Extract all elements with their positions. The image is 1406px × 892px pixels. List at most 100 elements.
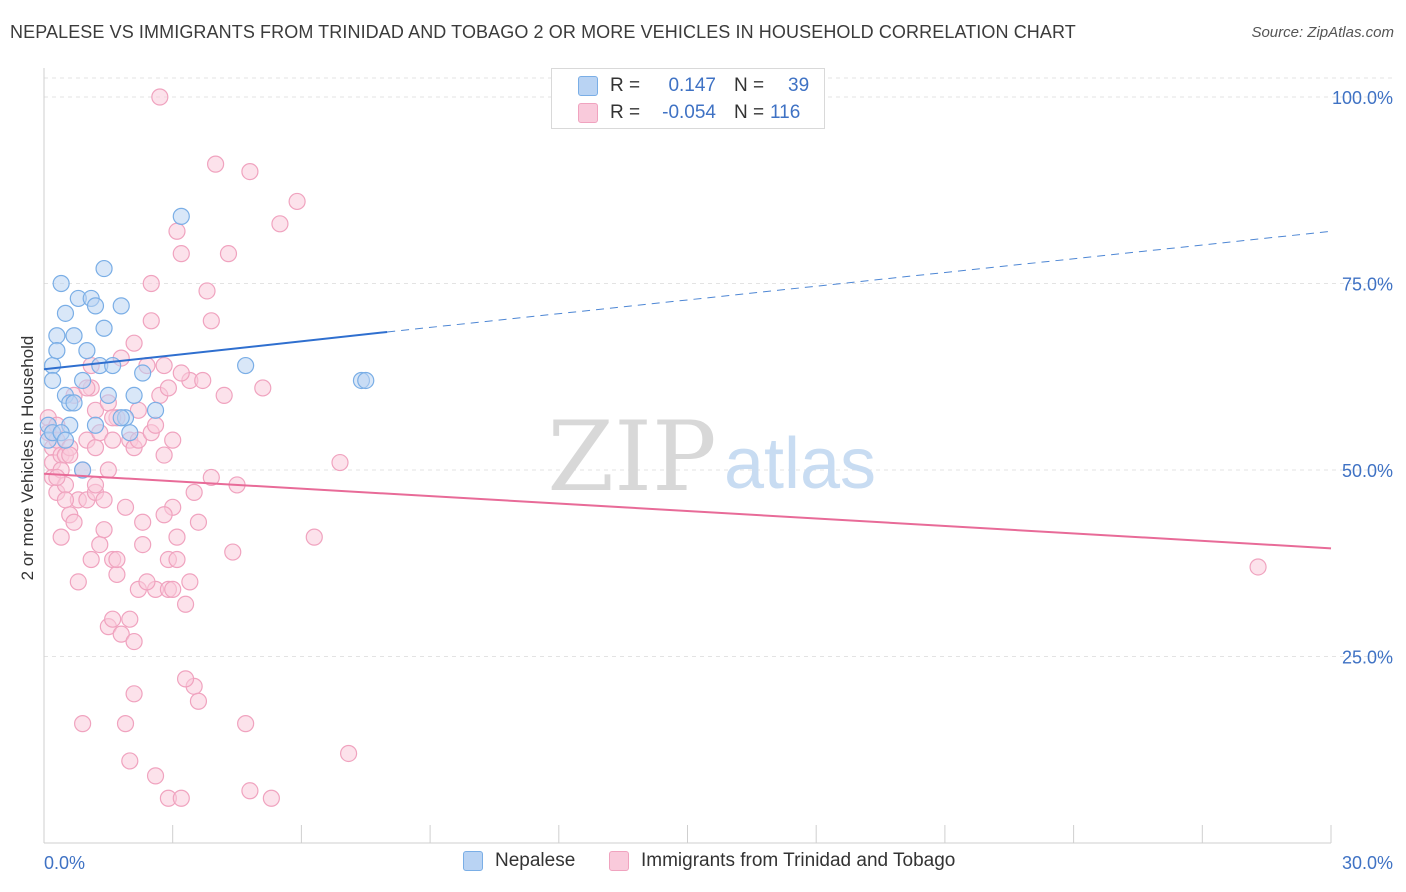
x-tick-label: 0.0% [44, 853, 85, 873]
stats-n-value: 116 [770, 102, 801, 123]
stats-r-value: -0.054 [662, 102, 716, 123]
legend-item-nepalese[interactable]: Nepalese [463, 850, 575, 872]
point-nepalese [52, 274, 70, 293]
point-trinidad [164, 580, 182, 598]
trend-line-nepalese [43, 330, 388, 371]
point-nepalese [56, 304, 75, 322]
point-trinidad [104, 431, 122, 449]
point-trinidad [134, 535, 152, 554]
point-trinidad [125, 685, 143, 703]
point-trinidad [151, 88, 169, 106]
trend-line-trinidad [43, 472, 1332, 550]
point-trinidad [224, 543, 242, 561]
point-trinidad [241, 163, 259, 181]
point-trinidad [1249, 558, 1267, 576]
point-trinidad [138, 573, 156, 591]
point-nepalese [112, 297, 130, 315]
point-trinidad [121, 752, 139, 770]
point-trinidad [271, 215, 289, 233]
point-nepalese [125, 386, 143, 404]
point-trinidad [155, 356, 173, 375]
stats-n-value: 39 [788, 75, 810, 96]
point-trinidad [176, 670, 195, 688]
point-trinidad [219, 245, 238, 263]
y-tick-label: 25.0% [1342, 648, 1393, 668]
point-trinidad [237, 715, 255, 733]
trend-lines [43, 230, 1332, 550]
point-nepalese [146, 401, 165, 419]
point-trinidad [172, 364, 190, 382]
point-trinidad [86, 476, 105, 494]
point-nepalese [74, 371, 92, 390]
point-nepalese [56, 431, 75, 449]
point-trinidad [134, 513, 152, 531]
chart-title: NEPALESE VS IMMIGRANTS FROM TRINIDAD AND… [10, 22, 1076, 42]
point-trinidad [241, 782, 259, 800]
stats-swatch-trinidad [578, 103, 598, 123]
point-nepalese [95, 259, 113, 278]
trend-line-nepalese-extension [387, 230, 1332, 333]
point-trinidad [155, 446, 173, 464]
point-trinidad [121, 610, 139, 628]
point-trinidad [254, 379, 272, 397]
point-trinidad [82, 550, 100, 569]
x-tick-label: 30.0% [1342, 853, 1393, 873]
point-trinidad [52, 528, 70, 546]
stats-r-label: R = [610, 102, 641, 123]
point-nepalese [99, 386, 117, 404]
point-trinidad [168, 528, 186, 546]
y-axis-label: 2 or more Vehicles in Household [18, 336, 37, 581]
point-nepalese [74, 461, 92, 479]
point-nepalese [112, 409, 130, 427]
point-trinidad [155, 506, 173, 524]
watermark-zip: ZIP [547, 401, 716, 513]
point-trinidad [86, 439, 105, 457]
point-trinidad [125, 632, 143, 651]
stats-n-label: N = [734, 75, 765, 96]
point-nepalese [104, 356, 122, 375]
point-nepalese [43, 356, 62, 375]
point-nepalese [65, 327, 83, 345]
point-trinidad [125, 334, 143, 352]
point-trinidad [142, 312, 160, 330]
legend-label-nepalese: Nepalese [495, 850, 576, 871]
correlation-stats-box: R = 0.147 N = 39 R = -0.054 N = 116 [551, 68, 825, 129]
point-trinidad [112, 625, 130, 643]
point-trinidad [331, 453, 349, 472]
point-trinidad [159, 379, 178, 397]
point-trinidad [262, 789, 280, 807]
y-tick-label: 50.0% [1342, 461, 1393, 481]
point-trinidad [172, 245, 190, 263]
point-trinidad [95, 521, 113, 539]
legend-swatch-nepalese [463, 851, 483, 871]
stats-n-label: N = [734, 102, 765, 123]
point-trinidad [95, 491, 113, 509]
legend-swatch-trinidad [609, 851, 629, 871]
point-trinidad [142, 274, 160, 293]
point-trinidad [74, 715, 92, 733]
point-trinidad [202, 312, 220, 330]
stats-swatch-nepalese [578, 76, 598, 96]
point-trinidad [146, 767, 165, 785]
point-nepalese [65, 394, 83, 412]
legend-item-trinidad[interactable]: Immigrants from Trinidad and Tobago [609, 850, 955, 872]
point-trinidad [56, 491, 75, 509]
point-trinidad [305, 528, 323, 546]
point-trinidad [104, 610, 122, 628]
point-nepalese [48, 327, 66, 345]
point-trinidad [288, 192, 306, 211]
point-nepalese [86, 416, 105, 434]
watermark: ZIP atlas [547, 401, 876, 513]
point-trinidad [194, 371, 212, 390]
point-nepalese [237, 356, 255, 375]
point-trinidad [207, 155, 225, 173]
point-trinidad [69, 573, 87, 591]
point-trinidad [108, 565, 126, 584]
point-trinidad [198, 282, 216, 300]
y-tick-label: 100.0% [1332, 88, 1393, 108]
point-trinidad [146, 416, 165, 434]
point-trinidad [176, 595, 195, 613]
point-trinidad [168, 222, 186, 240]
stats-r-value: 0.147 [668, 75, 716, 96]
